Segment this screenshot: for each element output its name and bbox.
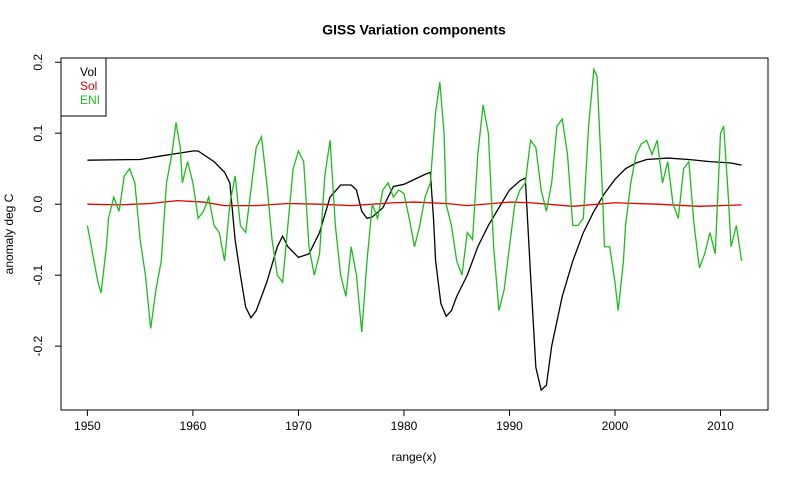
series-line xyxy=(87,150,742,392)
plot-frame xyxy=(60,57,769,411)
y-tick-label: -0.1 xyxy=(31,265,45,286)
x-tick-label: 2000 xyxy=(602,419,629,433)
y-tick-label: -0.2 xyxy=(31,335,45,356)
series-line xyxy=(87,199,742,207)
legend-label: Sol xyxy=(80,79,97,93)
x-tick-label: 1960 xyxy=(180,419,207,433)
y-tick-label: 0.1 xyxy=(31,125,45,142)
x-tick-label: 1990 xyxy=(496,419,523,433)
series-line xyxy=(86,66,743,333)
x-tick-label: 2010 xyxy=(707,419,734,433)
y-axis-label: anomaly deg C xyxy=(2,193,16,274)
legend-label: Vol xyxy=(80,65,97,79)
y-tick-label: 0.0 xyxy=(31,196,45,213)
x-tick-label: 1950 xyxy=(74,419,101,433)
x-tick-label: 1980 xyxy=(391,419,418,433)
chart-title: GISS Variation components xyxy=(322,22,506,38)
x-axis-label: range(x) xyxy=(392,450,437,464)
legend-label: ENI xyxy=(80,93,100,107)
y-tick-label: 0.2 xyxy=(31,54,45,71)
legend-box xyxy=(60,57,107,117)
x-tick-label: 1970 xyxy=(285,419,312,433)
